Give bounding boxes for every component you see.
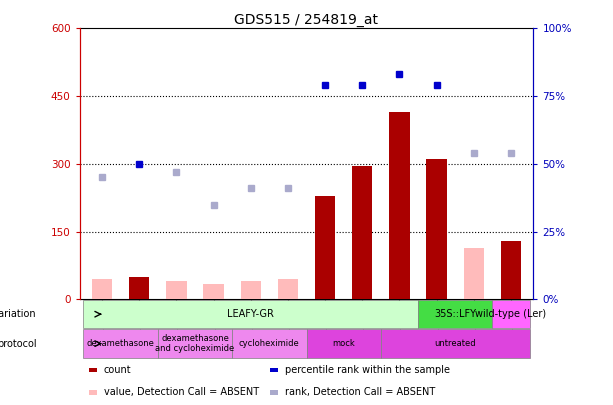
Text: value, Detection Call = ABSENT: value, Detection Call = ABSENT — [104, 388, 259, 397]
Text: genotype/variation: genotype/variation — [0, 309, 37, 319]
Bar — [352, 166, 373, 299]
Bar — [427, 160, 447, 299]
Bar — [204, 284, 224, 299]
Text: 35S::LFY: 35S::LFY — [434, 309, 476, 319]
Bar — [166, 281, 186, 299]
Bar — [418, 300, 492, 328]
Bar — [389, 112, 409, 299]
Bar — [83, 330, 158, 358]
Bar — [232, 330, 306, 358]
Title: GDS515 / 254819_at: GDS515 / 254819_at — [235, 13, 378, 27]
Text: dexamethasone: dexamethasone — [86, 339, 154, 348]
Text: mock: mock — [332, 339, 355, 348]
Bar — [89, 390, 97, 394]
Bar — [83, 300, 418, 328]
Bar — [463, 247, 484, 299]
Bar — [315, 196, 335, 299]
Bar — [270, 390, 278, 394]
Text: protocol: protocol — [0, 339, 37, 349]
Bar — [501, 241, 521, 299]
Text: percentile rank within the sample: percentile rank within the sample — [285, 365, 450, 375]
Bar — [381, 330, 530, 358]
Text: untreated: untreated — [435, 339, 476, 348]
Bar — [89, 368, 97, 373]
Text: count: count — [104, 365, 131, 375]
Bar — [92, 279, 112, 299]
Bar — [129, 277, 150, 299]
Bar — [240, 281, 261, 299]
Text: LEAFY-GR: LEAFY-GR — [227, 309, 274, 319]
Bar — [492, 300, 530, 328]
Bar — [306, 330, 381, 358]
Bar — [158, 330, 232, 358]
Text: dexamethasone
and cycloheximide: dexamethasone and cycloheximide — [155, 334, 235, 353]
Text: cycloheximide: cycloheximide — [239, 339, 300, 348]
Text: wild-type (Ler): wild-type (Ler) — [476, 309, 547, 319]
Text: rank, Detection Call = ABSENT: rank, Detection Call = ABSENT — [285, 388, 435, 397]
Bar — [278, 279, 298, 299]
Bar — [270, 368, 278, 373]
